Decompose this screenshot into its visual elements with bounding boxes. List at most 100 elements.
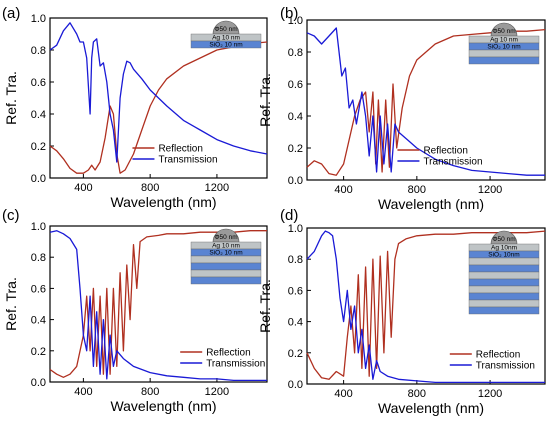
legend-entry: Transmission xyxy=(158,155,217,166)
y-tick-label: 0.8 xyxy=(288,254,303,266)
series-line-transmission xyxy=(49,22,268,163)
sio2-layer-label: SiO₂ 10 nm xyxy=(487,44,520,51)
plot-frame xyxy=(49,225,268,383)
y-tick-label: 0.0 xyxy=(288,175,303,187)
y-tick-label: 1.0 xyxy=(31,13,46,25)
ag-layer-label: Ag 10nm xyxy=(491,245,517,252)
ag-layer xyxy=(468,299,540,308)
x-axis-label: Wavelength (nm) xyxy=(378,400,484,416)
y-tick-label: 0.0 xyxy=(31,173,46,185)
series-line-reflection xyxy=(306,230,546,380)
y-tick-label: 0.8 xyxy=(31,252,46,264)
sio2-layer xyxy=(468,264,540,273)
plot-frame xyxy=(49,17,268,179)
x-tick-label: 400 xyxy=(334,388,352,400)
sio2-layer-label: SiO₂ 10nm xyxy=(488,252,519,259)
sio2-layer xyxy=(190,40,262,49)
y-tick-label: 0.6 xyxy=(288,79,303,91)
y-tick-label: 0.2 xyxy=(31,141,46,153)
sio2-layer-label: SiO₂ 10 nm xyxy=(209,42,242,49)
x-tick-label: 800 xyxy=(141,386,159,398)
legend-entry: Reflection xyxy=(423,146,467,157)
y-axis-label: Ref. Tra. xyxy=(3,71,19,125)
y-tick-label: 1.0 xyxy=(288,223,303,235)
y-axis-label: Ref. Tra. xyxy=(3,277,19,331)
y-tick-label: 0.4 xyxy=(31,315,46,327)
panel-b: (b) 0.0 0.2 0.4 0.6 0.8 1.0 400 800 1200Wavelengt… xyxy=(257,5,546,212)
ag-layer-label: Ag 10 nm xyxy=(490,37,518,44)
particle-label: Φ50 nm xyxy=(214,234,237,241)
x-tick-label: 1200 xyxy=(478,388,502,400)
ag-layer xyxy=(468,271,540,280)
ag-layer-label: Ag 10 nm xyxy=(212,35,240,42)
y-tick-label: 1.0 xyxy=(31,221,46,233)
y-tick-label: 0.0 xyxy=(31,377,46,389)
ag-layer xyxy=(468,257,540,266)
y-tick-label: 0.2 xyxy=(288,143,303,155)
panel-a: (a) 0.0 0.2 0.4 0.6 0.8 1.0 400 800 1200Wavelengt… xyxy=(2,5,268,210)
panel-c: (c) 0.0 0.2 0.4 0.6 0.8 1.0 400 800 1200Wavelengt… xyxy=(2,207,268,414)
nanoparticle-icon xyxy=(212,228,240,243)
panel-label: (c) xyxy=(2,207,20,224)
panel-label: (d) xyxy=(280,207,298,224)
y-tick-label: 0.6 xyxy=(31,283,46,295)
series-line-reflection xyxy=(49,230,267,378)
panel-label: (a) xyxy=(2,5,20,22)
legend-entry: Transmission xyxy=(206,359,265,370)
y-tick-label: 0.4 xyxy=(288,317,303,329)
x-tick-label: 1200 xyxy=(478,184,502,196)
x-axis-label: Wavelength (nm) xyxy=(110,398,216,414)
panel-d: (d) 0.0 0.2 0.4 0.6 0.8 1.0 400 800 1200Wavelengt… xyxy=(257,207,546,416)
x-tick-label: 400 xyxy=(334,184,352,196)
ag-layer xyxy=(468,49,540,58)
x-tick-label: 800 xyxy=(408,184,426,196)
plot-frame xyxy=(306,19,546,181)
x-tick-label: 400 xyxy=(74,386,92,398)
nanoparticle-icon xyxy=(490,230,518,245)
particle-label: Φ50 nm xyxy=(492,236,515,243)
x-tick-label: 1200 xyxy=(205,182,229,194)
x-axis-label: Wavelength (nm) xyxy=(378,196,484,212)
x-tick-label: 400 xyxy=(74,182,92,194)
x-axis-label: Wavelength (nm) xyxy=(110,194,216,210)
y-tick-label: 0.6 xyxy=(288,285,303,297)
sio2-layer xyxy=(468,56,540,65)
nanoparticle-icon xyxy=(212,20,240,35)
legend-entry: Transmission xyxy=(423,157,482,168)
series-line-transmission xyxy=(306,230,545,384)
legend-entry: Reflection xyxy=(158,144,202,155)
series-line-transmission xyxy=(49,230,267,382)
ag-layer xyxy=(190,269,262,278)
nanoparticle-icon xyxy=(490,22,518,37)
legend-entry: Reflection xyxy=(206,348,250,359)
y-tick-label: 0.0 xyxy=(288,379,303,391)
particle-label: Φ50 nm xyxy=(492,28,515,35)
ag-layer xyxy=(468,285,540,294)
x-tick-label: 1200 xyxy=(205,386,229,398)
sio2-layer xyxy=(190,262,262,271)
x-tick-label: 800 xyxy=(141,182,159,194)
sio2-layer-label: SiO₂ 10 nm xyxy=(209,250,242,257)
legend-entry: Transmission xyxy=(476,361,535,372)
sio2-layer xyxy=(468,306,540,315)
x-tick-label: 800 xyxy=(408,388,426,400)
plot-frame xyxy=(306,227,546,385)
legend-entry: Reflection xyxy=(476,350,520,361)
sio2-layer xyxy=(190,276,262,285)
y-tick-label: 0.2 xyxy=(31,346,46,358)
y-tick-label: 0.8 xyxy=(288,47,303,59)
sio2-layer xyxy=(468,278,540,287)
y-axis-label: Ref. Tra. xyxy=(257,73,273,127)
panel-label: (b) xyxy=(280,5,298,22)
y-tick-label: 1.0 xyxy=(288,15,303,27)
y-axis-label: Ref. Tra. xyxy=(257,279,273,333)
series-line-transmission xyxy=(306,27,545,176)
y-tick-label: 0.8 xyxy=(31,45,46,57)
y-tick-label: 0.2 xyxy=(288,348,303,360)
ag-layer-label: Ag 10 nm xyxy=(212,243,240,250)
y-tick-label: 0.4 xyxy=(31,109,46,121)
